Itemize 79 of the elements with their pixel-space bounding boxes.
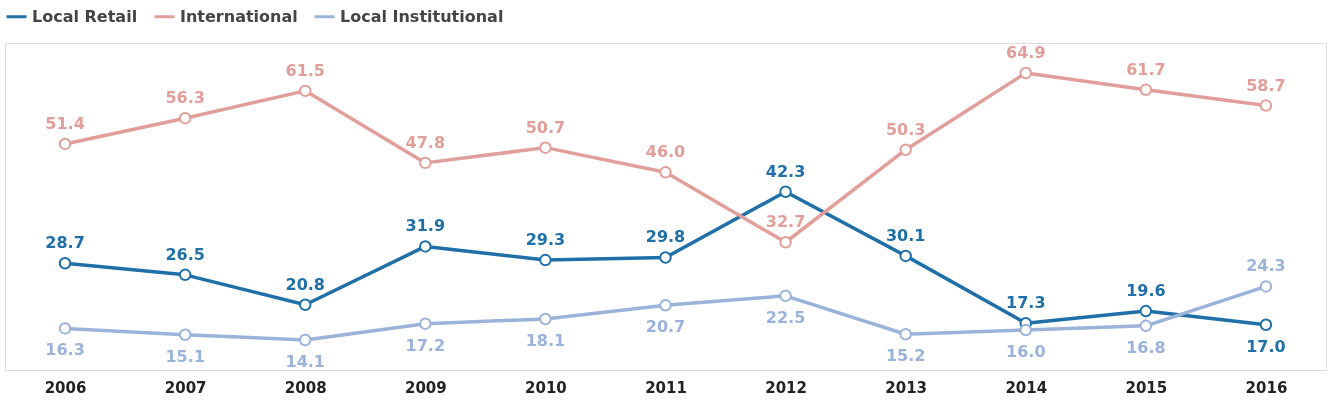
data-label: 26.5 [165,244,205,264]
data-label: 15.1 [165,346,205,366]
data-label: 64.9 [1006,43,1046,62]
point [298,84,312,98]
point [539,312,552,326]
point [419,156,432,170]
point [659,251,672,264]
x-tick-label: 2007 [164,378,207,397]
x-tick-label: 2011 [645,378,687,397]
data-label: 51.4 [45,113,85,133]
point [779,289,792,303]
data-label: 29.8 [645,227,686,247]
data-label: 16.8 [1126,337,1166,357]
x-tick-label: 2014 [1005,378,1048,397]
data-label: 61.5 [285,60,325,80]
data-label: 32.7 [765,212,806,232]
data-label: 17.3 [1006,293,1046,313]
data-label: 24.3 [1246,256,1286,276]
data-label: 17.0 [1246,336,1286,356]
point [419,240,432,253]
data-label: 61.7 [1126,59,1166,79]
data-label: 15.2 [885,346,926,366]
data-label: 17.2 [405,335,446,355]
data-label: 30.1 [885,225,926,245]
point [899,143,912,156]
data-label: 22.5 [765,307,806,327]
x-tick-label: 2006 [44,378,87,397]
data-label: 28.7 [45,233,85,253]
data-label: 19.6 [1126,281,1166,301]
point [298,298,312,312]
point [1019,323,1033,337]
point [539,141,552,154]
point [178,268,192,282]
point [779,185,792,199]
data-label: 16.3 [45,340,85,360]
data-label: 47.8 [405,132,446,152]
x-tick-label: 2012 [765,378,807,397]
point [1139,304,1153,318]
data-label: 58.7 [1246,75,1286,95]
point [1139,83,1153,97]
data-label: 14.1 [285,352,325,371]
point [539,253,552,267]
point [1019,66,1033,80]
x-tick-label: 2008 [284,378,327,397]
point [178,111,192,125]
data-label: 50.3 [885,119,926,139]
data-label: 20.8 [285,274,325,294]
point [178,328,192,341]
point [298,333,312,347]
legend-label: Local Institutional [340,6,504,26]
point [779,236,792,249]
data-label: 18.1 [525,330,566,350]
x-tick-label: 2016 [1245,378,1288,397]
point [659,299,672,312]
point [1139,319,1153,333]
data-label: 29.3 [525,230,566,250]
x-tick-label: 2009 [404,378,447,397]
point [58,257,72,270]
data-label: 20.7 [645,317,686,337]
point [58,137,72,151]
point [1259,280,1273,293]
point [58,322,72,335]
legend-label: Local Retail [32,6,138,26]
point [899,249,912,263]
point [1259,318,1273,331]
data-label: 31.9 [405,216,446,236]
data-label: 16.0 [1006,342,1046,362]
point [419,317,432,330]
x-tick-label: 2015 [1125,378,1168,397]
point [659,166,672,179]
data-label: 56.3 [165,88,205,108]
x-tick-label: 2013 [885,378,928,397]
x-tick-label: 2010 [525,378,567,397]
data-label: 46.0 [645,142,686,162]
point [1259,99,1273,112]
data-label: 42.3 [765,161,806,181]
point [899,327,912,341]
data-label: 50.7 [525,117,566,137]
legend-label: International [180,6,298,26]
